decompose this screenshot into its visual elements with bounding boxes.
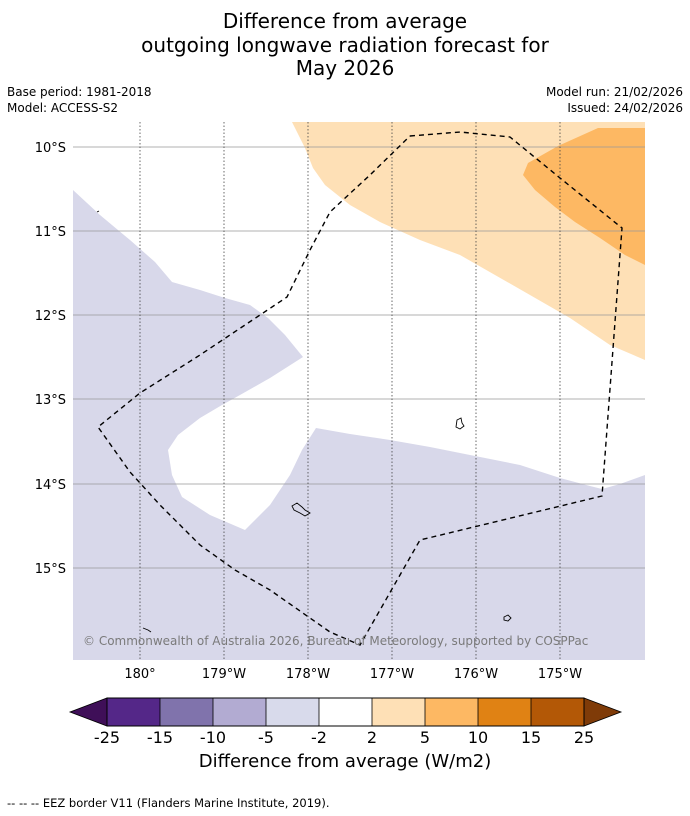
region-negative-anomaly (73, 190, 645, 660)
colorbar-tick: -10 (200, 728, 226, 747)
colorbar: -25 -15 -10 -5 -2 2 5 10 15 25 (68, 697, 623, 747)
colorbar-extend-high (583, 697, 623, 727)
colorbar-ticks: -25 -15 -10 -5 -2 2 5 10 15 25 (94, 728, 594, 747)
map-area: © Commonwealth of Australia 2026, Bureau… (73, 122, 645, 660)
colorbar-swatch (160, 698, 213, 726)
colorbar-label: Difference from average (W/m2) (198, 751, 492, 772)
issued-date: Issued: 24/02/2026 (567, 101, 683, 115)
lat-label: 15°S (35, 562, 66, 577)
colorbar-swatch (107, 698, 160, 726)
colorbar-swatch (372, 698, 425, 726)
colorbar-swatch (531, 698, 584, 726)
colorbar-tick: -5 (258, 728, 274, 747)
colorbar-swatch (478, 698, 531, 726)
colorbar-tick: -15 (147, 728, 173, 747)
lat-label: 13°S (35, 393, 66, 408)
meta-right: Model run: 21/02/2026 Issued: 24/02/2026 (546, 84, 683, 116)
lon-label: 176°W (454, 667, 498, 682)
lat-label: 11°S (35, 225, 66, 240)
colorbar-swatch (319, 698, 372, 726)
model-name: Model: ACCESS-S2 (7, 101, 119, 115)
colorbar-tick: 5 (420, 728, 430, 747)
lat-label: 14°S (35, 478, 66, 493)
colorbar-tick: 15 (521, 728, 541, 747)
map-panel: © Commonwealth of Australia 2026, Bureau… (35, 122, 645, 682)
colorbar-swatch (266, 698, 319, 726)
lat-label: 10°S (35, 141, 66, 156)
lon-label: 178°W (286, 667, 330, 682)
island-central (291, 502, 311, 517)
meta-left: Base period: 1981-2018 Model: ACCESS-S2 (7, 84, 152, 116)
title-line-2: outgoing longwave radiation forecast for (141, 33, 549, 57)
eez-legend-note: -- -- -- EEZ border V11 (Flanders Marine… (7, 796, 330, 810)
colorbar-tick: 25 (574, 728, 594, 747)
colorbar-tick: 2 (367, 728, 377, 747)
colorbar-dividers (159, 698, 532, 726)
colorbar-tick: -2 (311, 728, 327, 747)
lon-label: 180° (124, 667, 155, 682)
model-run: Model run: 21/02/2026 (545, 85, 683, 99)
colorbar-swatch (425, 698, 478, 726)
island-east (455, 417, 465, 430)
copyright-notice: © Commonwealth of Australia 2026, Bureau… (83, 634, 588, 648)
base-period: Base period: 1981-2018 (7, 85, 152, 99)
longitude-axis: 180° 179°W 178°W 177°W 176°W 175°W (124, 667, 582, 682)
colorbar-frame (106, 697, 585, 727)
lon-label: 179°W (202, 667, 246, 682)
latitude-axis: 10°S 11°S 12°S 13°S 14°S 15°S (35, 141, 66, 577)
island-south-east (503, 614, 512, 622)
colorbar-tick: 10 (468, 728, 488, 747)
colorbar-swatch (213, 698, 266, 726)
gridlines (73, 122, 645, 660)
colorbar-extend-low (68, 697, 108, 727)
lon-label: 177°W (370, 667, 414, 682)
lat-label: 12°S (35, 309, 66, 324)
title-line-1: Difference from average (222, 9, 468, 33)
colorbar-tick: -25 (94, 728, 120, 747)
island-north-west (96, 210, 100, 213)
title-line-3: May 2026 (295, 56, 395, 80)
eez-border (97, 131, 623, 646)
island-west-reef (142, 627, 152, 633)
lon-label: 175°W (538, 667, 582, 682)
